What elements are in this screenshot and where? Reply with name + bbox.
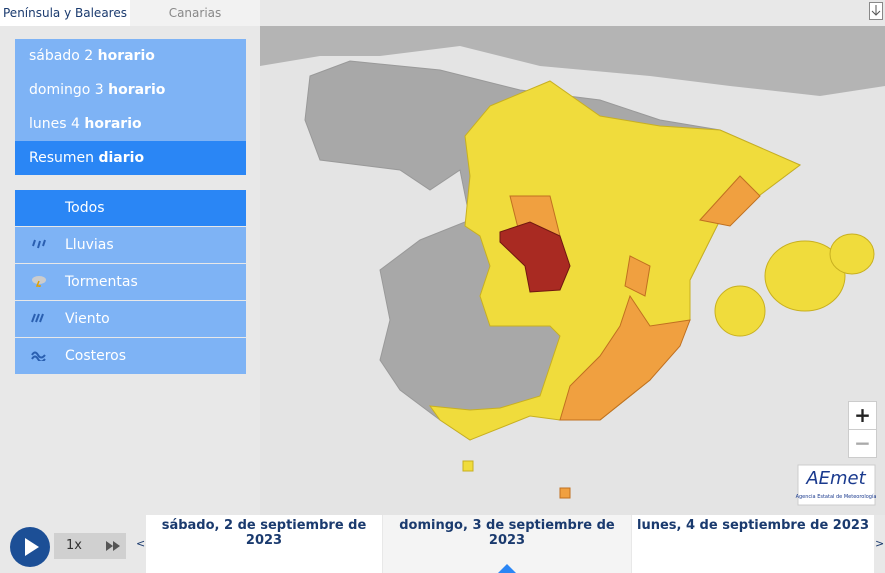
period-mode: horario	[97, 48, 155, 64]
menorca	[829, 233, 875, 275]
filter-button[interactable]: Lluvias	[15, 227, 246, 263]
storm-icon	[32, 276, 46, 287]
filter-label: Viento	[65, 311, 110, 327]
period-button[interactable]: lunes 4 horario	[15, 107, 246, 141]
logo-name: AEmet	[805, 468, 866, 489]
period-day: lunes 4	[29, 116, 80, 132]
fast-forward-icon	[106, 541, 120, 551]
ceuta	[462, 460, 474, 472]
period-mode: horario	[108, 82, 166, 98]
timeline-date[interactable]: domingo, 3 de septiembre de 2023	[383, 515, 631, 573]
tab[interactable]: Península y Baleares	[0, 0, 130, 26]
filter-button[interactable]: Costeros	[15, 338, 246, 374]
speed-control[interactable]: 1x	[54, 533, 126, 559]
ibiza	[714, 285, 766, 337]
yellow-warning	[428, 80, 801, 441]
prev-arrow[interactable]: <	[136, 537, 146, 550]
download-icon[interactable]	[869, 2, 883, 20]
coast-icon	[31, 351, 46, 361]
filter-label: Lluvias	[65, 237, 114, 253]
zoom-out[interactable]: −	[848, 429, 877, 458]
period-day: Resumen	[29, 150, 95, 166]
logo-box	[797, 464, 876, 506]
period-mode: horario	[84, 116, 142, 132]
timeline-date[interactable]: sábado, 2 de septiembre de 2023	[146, 515, 382, 573]
period-button[interactable]: sábado 2 horario	[15, 39, 246, 73]
zoom-in[interactable]: +	[848, 401, 877, 430]
filter-label: Costeros	[65, 348, 127, 364]
wind-icon	[31, 313, 44, 323]
current-marker	[498, 564, 516, 573]
speed-label: 1x	[66, 538, 82, 553]
filter-button[interactable]: Todos	[15, 190, 246, 226]
play-button[interactable]	[9, 526, 51, 568]
period-button[interactable]: Resumen diario	[15, 141, 246, 175]
next-arrow[interactable]: >	[875, 537, 885, 550]
mallorca	[764, 240, 846, 312]
logo-subtitle: Agencia Estatal de Meteorología	[796, 493, 877, 500]
timeline-bar: 1x < sábado, 2 de septiembre de 2023 dom…	[0, 515, 885, 573]
france-land	[260, 26, 885, 96]
timeline-date[interactable]: lunes, 4 de septiembre de 2023	[632, 515, 874, 573]
filter-button[interactable]: Viento	[15, 301, 246, 337]
period-button[interactable]: domingo 3 horario	[15, 73, 246, 107]
tab[interactable]: Canarias	[130, 0, 260, 26]
orange-warning	[509, 175, 761, 421]
rain-icon	[32, 239, 46, 249]
melilla	[559, 487, 571, 499]
filter-label: Tormentas	[65, 274, 138, 290]
filter-label: Todos	[65, 200, 105, 216]
period-day: domingo 3	[29, 82, 104, 98]
filter-button[interactable]: Tormentas	[15, 264, 246, 300]
period-day: sábado 2	[29, 48, 94, 64]
red-warning	[499, 221, 571, 293]
map[interactable]: AEmet Agencia Estatal de Meteorología	[260, 26, 885, 515]
period-mode: diario	[98, 150, 145, 166]
